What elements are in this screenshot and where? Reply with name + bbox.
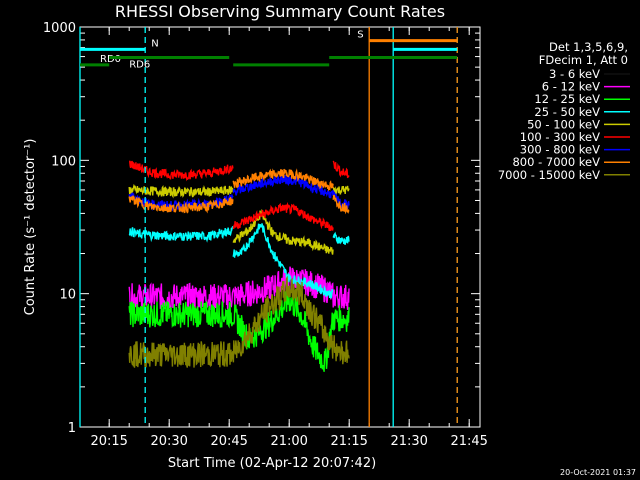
x-tick-label: 21:45 — [450, 434, 487, 449]
x-axis-label: Start Time (02-Apr-12 20:07:42) — [168, 456, 376, 471]
y-tick-label: 10 — [59, 288, 76, 303]
tick-layer: 20:15 20:30 20:45 21:00 21:15 21:30 21:45 1 10 10… — [43, 21, 488, 449]
series-line — [232, 168, 334, 192]
state-bars-layer: N RD0 RD6 S — [79, 27, 458, 427]
series-line — [332, 190, 350, 210]
x-tick-label: 21:00 — [270, 434, 307, 449]
x-tick-label: 20:30 — [150, 434, 187, 449]
series-7000-15000kev — [128, 275, 350, 368]
series-layer — [128, 160, 350, 402]
x-tick-label: 20:15 — [90, 434, 127, 449]
series-line — [332, 231, 350, 245]
series-line — [232, 201, 334, 231]
series-line — [232, 223, 334, 299]
state-bar-label: N — [151, 38, 158, 49]
legend-header-line-1: Det 1,3,5,6,9, — [549, 40, 628, 54]
y-tick-label: 1000 — [43, 21, 76, 36]
series-line — [128, 195, 234, 214]
legend-entry-label: 100 - 300 keV — [520, 130, 600, 144]
state-bar-label: S — [357, 30, 363, 41]
legend-entry-label: 800 - 7000 keV — [512, 155, 600, 169]
y-axis-label: Count Rate (s⁻¹ detector⁻¹) — [23, 139, 38, 316]
legend-entry-label: 50 - 100 keV — [527, 117, 600, 131]
series-line — [128, 289, 350, 372]
x-tick-label: 21:30 — [390, 434, 427, 449]
series-line — [128, 183, 234, 199]
x-tick-label: 21:15 — [330, 434, 367, 449]
series-line — [332, 185, 350, 196]
y-tick-label: 1 — [68, 421, 76, 436]
series-line — [128, 275, 350, 368]
y-tick-label: 100 — [51, 154, 76, 169]
plot-frame — [79, 26, 481, 428]
series-line — [129, 160, 234, 182]
series-line — [128, 226, 234, 243]
series-800-7000kev — [128, 168, 350, 215]
series-100-300kev — [129, 160, 350, 231]
chart-title: RHESSI Observing Summary Count Rates — [115, 2, 445, 21]
state-bar-label: RD0 — [100, 54, 121, 65]
legend-header-line-2: FDecim 1, Att 0 — [539, 53, 628, 67]
series-line — [232, 174, 334, 199]
x-tick-label: 20:45 — [210, 434, 247, 449]
legend-entry-label: 12 - 25 keV — [534, 92, 600, 106]
legend-entry-label: 25 - 50 keV — [534, 105, 600, 119]
legend-entry-label: 300 - 800 keV — [520, 143, 600, 157]
state-bar-label: RD6 — [129, 60, 150, 71]
legend-entry-label: 7000 - 15000 keV — [498, 168, 600, 182]
legend-entry-label: 3 - 6 keV — [549, 67, 600, 81]
series-12-25kev — [128, 289, 350, 372]
legend-entry-label: 6 - 12 keV — [542, 80, 600, 94]
series-line — [232, 208, 334, 255]
plot-area — [79, 26, 481, 428]
series-line — [332, 160, 350, 179]
series-25-50kev — [128, 223, 350, 299]
legend: Det 1,3,5,6,9, FDecim 1, Att 0 3 - 6 keV… — [498, 40, 630, 182]
footer-timestamp: 20-Oct-2021 01:37 — [560, 468, 636, 477]
series-line — [332, 194, 350, 215]
